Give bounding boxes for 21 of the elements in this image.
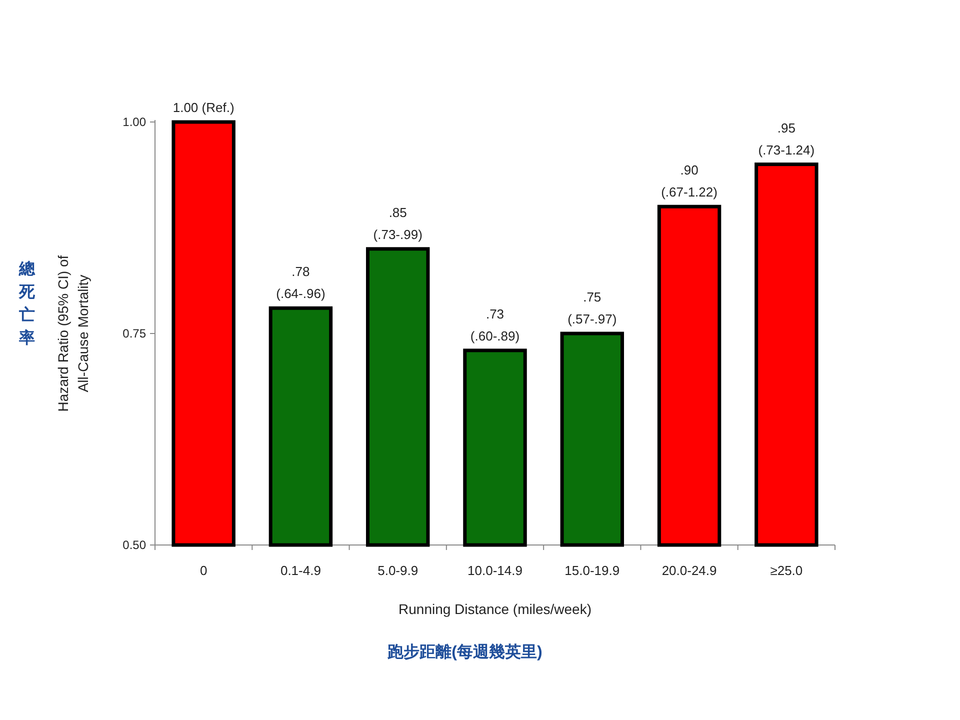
x-tick-label: 15.0-19.9 <box>564 563 620 578</box>
text: 跑步距離(每週幾英里) <box>386 643 542 661</box>
x-axis-title: Running Distance (miles/week) <box>398 601 592 617</box>
x-tick-label: 0 <box>200 563 208 578</box>
data-label: 1.00 (Ref.) <box>172 100 234 115</box>
y-tick-label: 0.75 <box>122 326 146 340</box>
data-label: .75 (.57-.97) <box>568 290 617 326</box>
y-tick-label: 0.50 <box>122 538 146 552</box>
y-tick-label: 1.00 <box>122 115 146 129</box>
x-tick-label: 0.1-4.9 <box>280 563 321 578</box>
y-axis-title: Hazard Ratio (95% CI) of All-Cause Mortality <box>55 255 91 412</box>
data-label: .78 (.64-.96) <box>276 264 326 302</box>
x-tick-label: 10.0-14.9 <box>468 563 522 578</box>
text: 總死亡率 <box>18 259 36 347</box>
data-label: .85 (.73-.99) <box>373 204 422 242</box>
data-label: .73 (.60-.89) <box>470 306 520 344</box>
x-tick-label: ≥25.0 <box>770 563 803 578</box>
x-tick-label: 20.0-24.9 <box>662 563 717 578</box>
data-label: .95 (.73-1.24) <box>758 120 815 158</box>
data-label: .90 (.67-1.22) <box>661 162 718 200</box>
x-tick-label: 5.0-9.9 <box>378 563 418 578</box>
